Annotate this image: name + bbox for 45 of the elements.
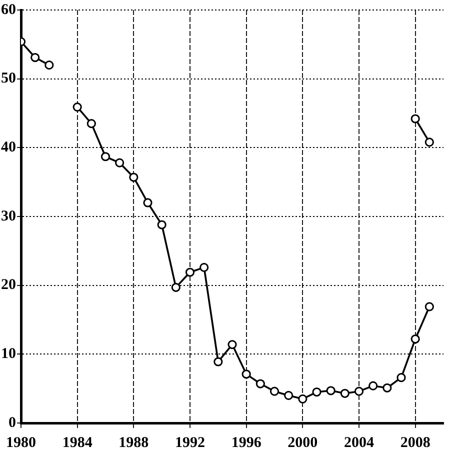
x-tick-label: 1992	[175, 434, 205, 451]
x-tick-label: 1980	[6, 434, 36, 451]
point	[424, 302, 434, 312]
point	[228, 340, 237, 350]
x-tick-label: 1996	[231, 434, 262, 451]
point	[326, 386, 336, 396]
x-tick-label: 2000	[288, 434, 318, 451]
point	[72, 102, 82, 112]
point	[410, 334, 420, 344]
point	[312, 387, 322, 397]
point	[100, 152, 110, 162]
point	[368, 381, 378, 390]
y-tick-label: 10	[1, 346, 16, 362]
point	[354, 386, 364, 396]
y-tick-label: 40	[1, 140, 16, 156]
point	[30, 52, 40, 62]
point	[382, 383, 392, 392]
point	[129, 172, 138, 182]
x-tick-label: 2004	[344, 434, 374, 451]
point	[200, 262, 209, 272]
point	[270, 386, 280, 396]
point	[157, 220, 166, 230]
point	[256, 379, 265, 388]
point	[143, 198, 152, 208]
point	[86, 119, 96, 128]
point	[424, 138, 434, 147]
y-tick-label: 50	[1, 70, 16, 87]
x-tick-label: 1984	[62, 434, 93, 451]
x-tick-label: 2008	[400, 434, 430, 451]
point	[44, 60, 54, 70]
point	[410, 114, 420, 124]
y-tick-label: 30	[1, 208, 16, 224]
y-tick-label: 60	[1, 2, 16, 18]
point	[242, 370, 251, 379]
point	[340, 388, 350, 398]
x-tick-label: 1988	[118, 434, 149, 451]
point	[115, 158, 124, 168]
point	[185, 268, 195, 277]
y-tick-label: 20	[1, 277, 16, 294]
point	[298, 394, 308, 404]
point	[284, 390, 294, 400]
point	[171, 282, 180, 292]
point	[214, 357, 223, 366]
y-tick-label: 0	[8, 414, 16, 431]
point	[396, 373, 406, 382]
